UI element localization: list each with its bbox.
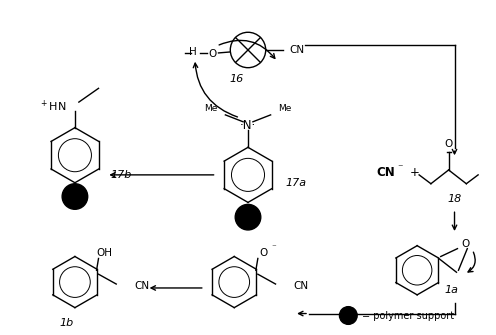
Ellipse shape: [339, 307, 357, 324]
Text: 16: 16: [229, 74, 244, 84]
Text: 17b: 17b: [110, 170, 132, 180]
Text: ⁻: ⁻: [397, 163, 403, 173]
Text: O: O: [444, 139, 453, 149]
Text: ⁻: ⁻: [272, 243, 276, 252]
Text: 18: 18: [447, 194, 462, 204]
Text: ·N·: ·N·: [240, 119, 256, 132]
Text: 1a: 1a: [444, 285, 459, 295]
Ellipse shape: [235, 204, 261, 230]
Text: O: O: [461, 239, 469, 249]
Text: CN: CN: [376, 166, 395, 180]
Text: = polymer support: = polymer support: [362, 311, 454, 321]
Text: $^+$HN: $^+$HN: [40, 98, 67, 114]
Text: OH: OH: [96, 248, 113, 258]
Text: O: O: [259, 248, 268, 258]
Text: 17a: 17a: [285, 178, 307, 188]
Ellipse shape: [62, 184, 88, 209]
Text: Me: Me: [204, 105, 218, 114]
Text: H: H: [189, 47, 197, 57]
Text: CN: CN: [289, 45, 305, 55]
Text: O: O: [208, 49, 217, 59]
Text: CN: CN: [293, 281, 309, 291]
Text: CN: CN: [134, 281, 149, 291]
Text: +: +: [410, 166, 420, 180]
Text: 1b: 1b: [60, 318, 74, 328]
Text: Me: Me: [278, 105, 292, 114]
